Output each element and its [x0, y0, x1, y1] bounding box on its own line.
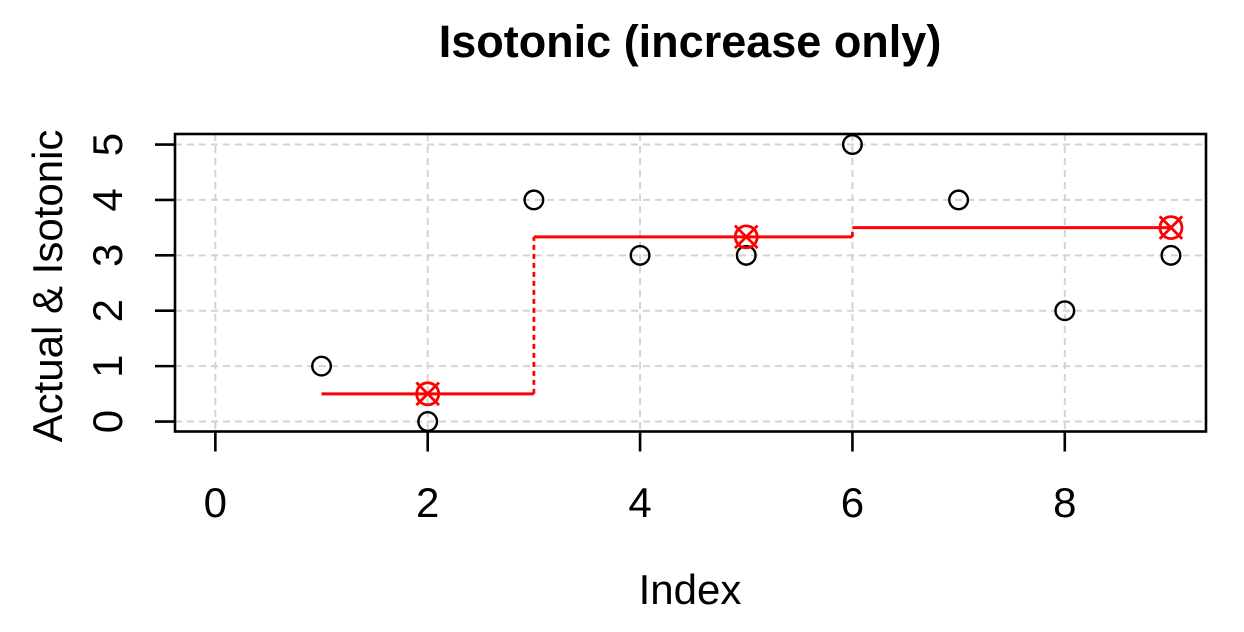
- y-tick-label: 0: [84, 410, 131, 433]
- knot-circle: [733, 224, 759, 250]
- data-point: [841, 134, 863, 156]
- axes-layer: 0 2 4 6 8 0 1 2 3 4 5: [84, 132, 1208, 526]
- y-axis: 0 1 2 3 4 5: [84, 133, 175, 433]
- x-tick-label: 0: [204, 479, 227, 526]
- x-axis: 0 2 4 6 8: [204, 431, 1077, 526]
- x-tick-label: 8: [1053, 479, 1076, 526]
- data-point: [417, 411, 439, 433]
- knot-markers-layer: [415, 215, 1184, 407]
- y-ticks: [155, 143, 175, 423]
- grid-layer: [175, 134, 1206, 432]
- knot-marker: [1158, 215, 1184, 241]
- y-tick-label: 2: [84, 299, 131, 322]
- y-axis-label: Actual & Isotonic: [24, 130, 71, 443]
- x-tick-label: 4: [628, 479, 651, 526]
- data-point: [523, 189, 545, 211]
- x-tick-label: 2: [416, 479, 439, 526]
- y-tick-label: 3: [84, 244, 131, 267]
- y-tick-label: 5: [84, 133, 131, 156]
- data-point: [311, 355, 333, 377]
- y-tick-labels: 0 1 2 3 4 5: [84, 133, 131, 433]
- y-tick-label: 1: [84, 354, 131, 377]
- data-point: [948, 189, 970, 211]
- x-ticks: [214, 431, 1067, 452]
- plot-title: Isotonic (increase only): [439, 16, 942, 67]
- plot-box: [173, 132, 1208, 433]
- knot-x-stroke: [415, 381, 440, 407]
- knot-circle: [415, 381, 441, 407]
- knot-marker: [415, 381, 441, 407]
- data-point: [1160, 244, 1182, 266]
- y-tick-label: 4: [84, 188, 131, 211]
- knot-circle: [1158, 215, 1184, 241]
- data-point: [735, 244, 757, 266]
- knot-marker: [733, 224, 759, 250]
- data-points-layer: [311, 134, 1182, 433]
- data-point: [1054, 300, 1076, 322]
- knot-x-stroke: [733, 224, 759, 250]
- x-tick-label: 6: [841, 479, 864, 526]
- data-point: [629, 244, 651, 266]
- knot-x-stroke: [1158, 215, 1184, 240]
- x-axis-label: Index: [639, 566, 742, 613]
- x-tick-labels: 0 2 4 6 8: [204, 479, 1077, 526]
